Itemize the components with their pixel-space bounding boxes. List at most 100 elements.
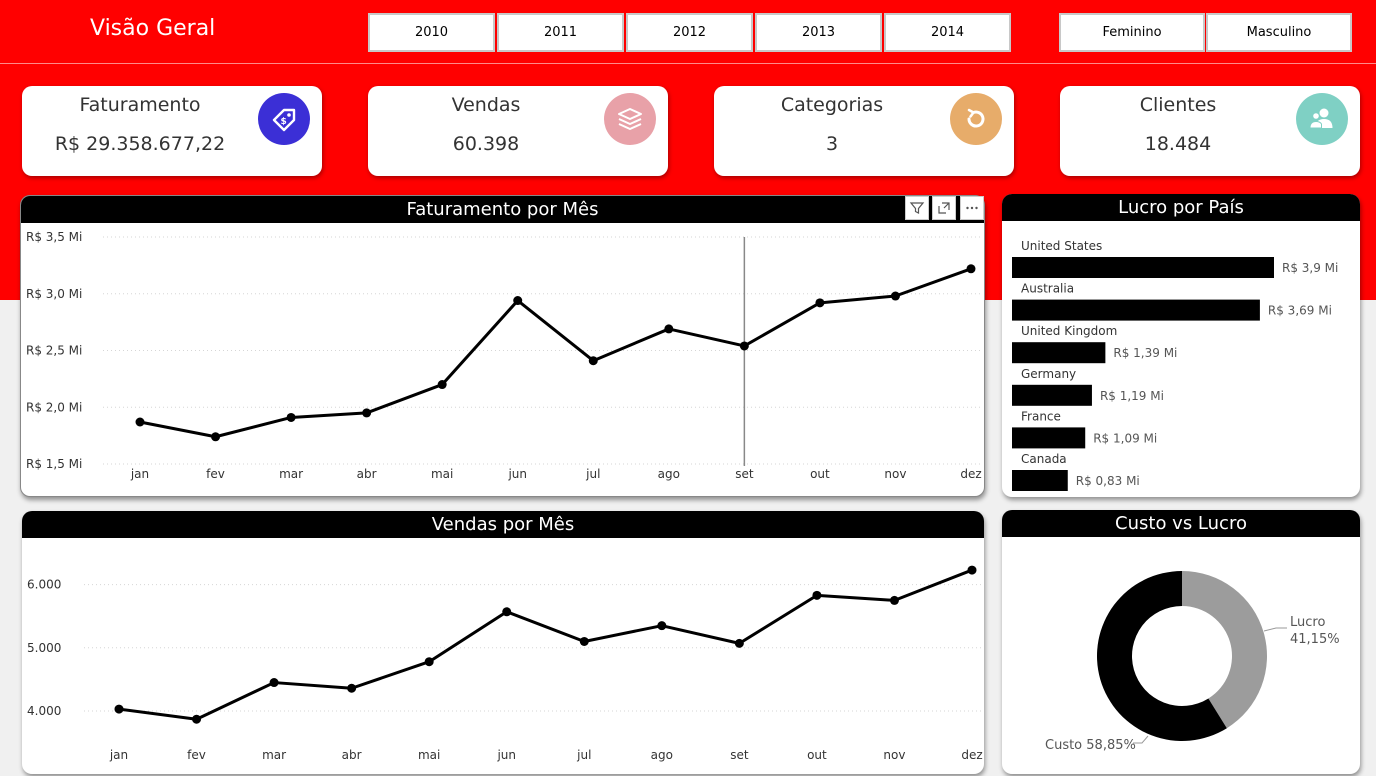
bar[interactable] bbox=[1012, 427, 1086, 449]
kpi-categorias: Categorias 3 bbox=[714, 86, 1014, 176]
more-options-icon[interactable] bbox=[960, 196, 984, 220]
bar[interactable] bbox=[1012, 257, 1274, 278]
gender-slicer-feminino[interactable]: Feminino bbox=[1059, 13, 1205, 52]
faturamento-chart-card[interactable]: Faturamento por Mês R$ 3,5 Mi R$ 3,0 Mi R$… bbox=[20, 195, 985, 497]
data-point[interactable] bbox=[966, 264, 976, 274]
year-slicer-2013[interactable]: 2013 bbox=[755, 13, 882, 52]
country-label: France bbox=[1021, 409, 1061, 423]
kpi-clientes: Clientes 18.484 bbox=[1060, 86, 1360, 176]
custo-label: Custo 58,85% bbox=[1045, 738, 1136, 753]
vendas-line-chart[interactable]: 6.000 5.000 4.000 jan fev mar abr mai jun jul ago s… bbox=[22, 538, 984, 774]
year-slicer-2010[interactable]: 2010 bbox=[368, 13, 495, 52]
x-tick-label: nov bbox=[883, 748, 905, 762]
y-tick-label: R$ 1,5 Mi bbox=[26, 457, 82, 471]
x-tick-label: fev bbox=[206, 467, 225, 481]
lucro-bar-chart[interactable]: United States R$ 3,9 Mi Australia R$ 3,69 M… bbox=[1002, 221, 1360, 497]
filter-icon[interactable] bbox=[905, 196, 929, 220]
bar-value-label: R$ 1,39 Mi bbox=[1113, 346, 1177, 360]
data-point[interactable] bbox=[889, 595, 899, 605]
x-tick-label: jan bbox=[109, 748, 128, 762]
year-slicer-2011[interactable]: 2011 bbox=[497, 13, 624, 52]
layers-icon bbox=[604, 93, 656, 145]
y-tick-label: R$ 3,5 Mi bbox=[26, 230, 82, 244]
y-tick-label: R$ 3,0 Mi bbox=[26, 287, 82, 301]
chart-title: Vendas por Mês bbox=[22, 511, 984, 538]
faturamento-line-chart[interactable]: R$ 3,5 Mi R$ 3,0 Mi R$ 2,5 Mi R$ 2,0 Mi R$ 1… bbox=[21, 223, 985, 497]
chart-title: Faturamento por Mês bbox=[21, 196, 984, 223]
data-point[interactable] bbox=[579, 636, 589, 646]
data-point[interactable] bbox=[286, 412, 296, 422]
chart-title: Custo vs Lucro bbox=[1002, 510, 1360, 537]
data-point[interactable] bbox=[362, 408, 372, 418]
x-tick-label: abr bbox=[357, 467, 377, 481]
data-point[interactable] bbox=[114, 704, 124, 714]
x-tick-label: nov bbox=[884, 467, 906, 481]
data-point[interactable] bbox=[815, 298, 825, 308]
data-point[interactable] bbox=[269, 678, 279, 688]
kpi-value: R$ 29.358.677,22 bbox=[54, 133, 226, 155]
focus-mode-icon[interactable] bbox=[932, 196, 956, 220]
data-point[interactable] bbox=[812, 590, 822, 600]
data-point[interactable] bbox=[347, 683, 357, 693]
country-label: United Kingdom bbox=[1021, 324, 1117, 338]
lucro-label: Lucro bbox=[1290, 615, 1325, 630]
data-point[interactable] bbox=[502, 607, 512, 617]
x-tick-label: dez bbox=[960, 467, 981, 481]
custo-leader-line bbox=[1133, 735, 1149, 744]
bar[interactable] bbox=[1012, 384, 1092, 406]
svg-text:$: $ bbox=[281, 117, 287, 127]
kpi-vendas: Vendas 60.398 bbox=[368, 86, 668, 176]
data-point[interactable] bbox=[192, 714, 202, 724]
data-point[interactable] bbox=[211, 432, 221, 442]
data-point[interactable] bbox=[890, 291, 900, 301]
data-point[interactable] bbox=[135, 417, 145, 427]
data-point[interactable] bbox=[967, 565, 977, 575]
y-tick-label: 5.000 bbox=[27, 641, 61, 655]
bar-value-label: R$ 3,9 Mi bbox=[1282, 261, 1338, 275]
year-slicer-2014[interactable]: 2014 bbox=[884, 13, 1011, 52]
header-divider bbox=[0, 63, 1376, 64]
gender-slicer-masculino[interactable]: Masculino bbox=[1206, 13, 1352, 52]
donut-slice-lucro[interactable] bbox=[1182, 571, 1267, 729]
x-tick-label: dez bbox=[961, 748, 982, 762]
x-tick-label: out bbox=[807, 748, 827, 762]
year-slicer-2012[interactable]: 2012 bbox=[626, 13, 753, 52]
x-tick-label: ago bbox=[651, 748, 673, 762]
bar-value-label: R$ 1,19 Mi bbox=[1100, 389, 1164, 403]
donut-slice-custo[interactable] bbox=[1097, 571, 1227, 741]
y-tick-label: 4.000 bbox=[27, 704, 61, 718]
x-tick-label: abr bbox=[342, 748, 362, 762]
vendas-chart-card[interactable]: Vendas por Mês 6.000 5.000 4.000 jan fev mar a… bbox=[22, 511, 984, 774]
x-tick-label: mar bbox=[279, 467, 303, 481]
kpi-label: Vendas bbox=[451, 94, 521, 116]
data-point[interactable] bbox=[424, 657, 434, 667]
lucro-pct: 41,15% bbox=[1290, 632, 1340, 647]
users-icon bbox=[1296, 93, 1348, 145]
kpi-label: Clientes bbox=[1139, 94, 1217, 116]
y-tick-label: R$ 2,0 Mi bbox=[26, 400, 82, 414]
custo-lucro-donut[interactable]: Lucro 41,15% Custo 58,85% bbox=[1002, 537, 1360, 774]
data-point[interactable] bbox=[664, 324, 674, 334]
x-tick-label: mai bbox=[418, 748, 440, 762]
data-point[interactable] bbox=[734, 638, 744, 648]
data-point[interactable] bbox=[739, 341, 749, 351]
bar[interactable] bbox=[1012, 342, 1106, 364]
custo-lucro-card[interactable]: Custo vs Lucro Lucro 41,15% Custo 58,85% bbox=[1002, 510, 1360, 774]
bar-value-label: R$ 1,09 Mi bbox=[1093, 431, 1157, 445]
x-tick-label: jan bbox=[130, 467, 149, 481]
lucro-pais-card[interactable]: Lucro por País United States R$ 3,9 Mi Aus… bbox=[1002, 194, 1360, 497]
bar[interactable] bbox=[1012, 470, 1068, 491]
country-label: Canada bbox=[1021, 452, 1067, 466]
data-point[interactable] bbox=[437, 380, 447, 390]
data-point[interactable] bbox=[657, 621, 667, 631]
kpi-faturamento: Faturamento R$ 29.358.677,22 $ bbox=[22, 86, 322, 176]
data-point[interactable] bbox=[588, 356, 598, 366]
country-label: Australia bbox=[1021, 282, 1074, 296]
bar[interactable] bbox=[1012, 299, 1260, 321]
x-tick-label: jul bbox=[576, 748, 591, 762]
x-tick-label: jul bbox=[585, 467, 600, 481]
lucro-leader-line bbox=[1263, 627, 1287, 632]
data-point[interactable] bbox=[513, 296, 523, 306]
x-tick-label: set bbox=[730, 748, 749, 762]
x-tick-label: out bbox=[810, 467, 830, 481]
